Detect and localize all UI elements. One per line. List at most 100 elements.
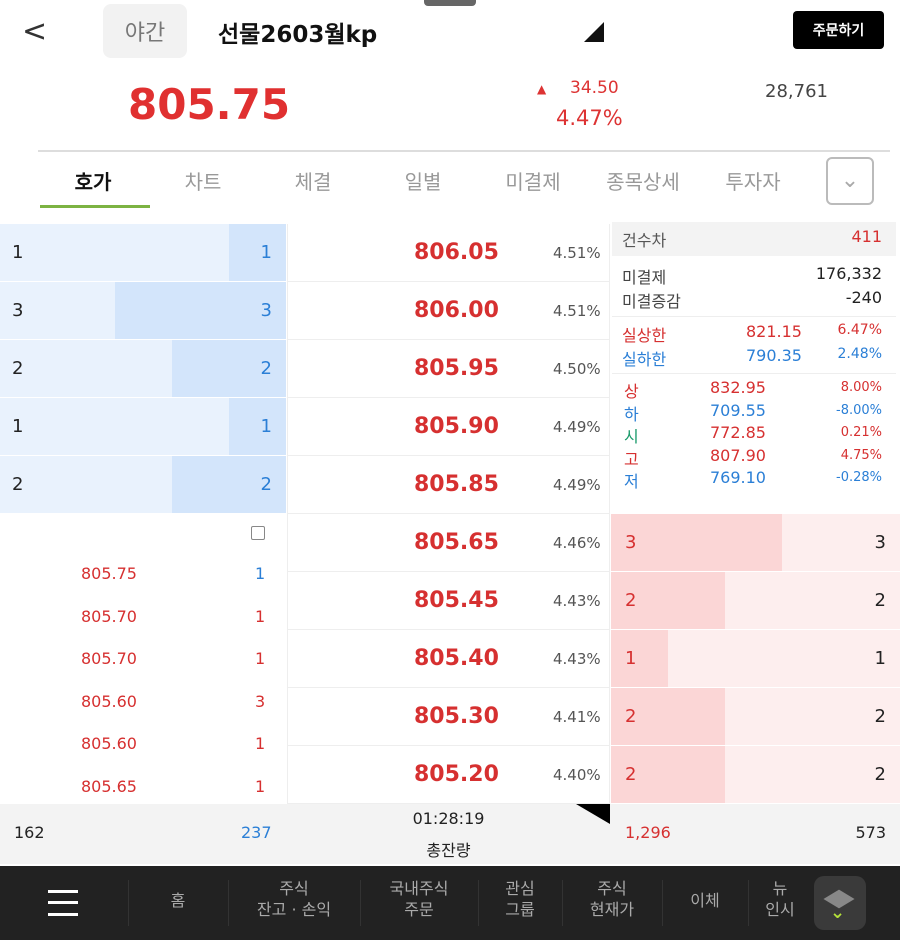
tick-price: 805.60	[81, 734, 137, 753]
ask-qty: 2	[260, 474, 272, 495]
ask-pct: 4.49%	[553, 476, 601, 494]
oi-label: 미결제	[622, 268, 667, 287]
layers-icon[interactable]: ⌄	[814, 876, 866, 930]
ask-qty-bar	[229, 224, 286, 281]
bid-price-row[interactable]: 805.20 4.40%	[288, 746, 610, 804]
bid-qty-bar	[611, 514, 782, 571]
bid-row[interactable]: 2 2	[611, 746, 900, 804]
oi-change: -240	[845, 288, 882, 307]
total-summary-bar: 162 237 01:28:19 총잔량 1,296 573	[0, 804, 900, 864]
ask-row[interactable]: 1 1	[0, 398, 286, 456]
bid-qty: 3	[625, 532, 637, 553]
time: 01:28:19	[412, 809, 485, 828]
bid-row[interactable]: 2 2	[611, 688, 900, 746]
night-session-badge[interactable]: 야간	[103, 4, 187, 58]
real-lower: 790.35	[746, 346, 802, 365]
limit-label: 시	[624, 427, 639, 446]
bid-count: 3	[874, 532, 886, 553]
order-button[interactable]: 주문하기	[793, 11, 884, 49]
bid-qty-bar	[611, 572, 726, 629]
ask-price-row[interactable]: 805.85 4.49%	[288, 456, 610, 514]
ask-qty-total: 237	[241, 823, 272, 842]
price-change: 34.50	[570, 78, 619, 98]
oi-value: 176,332	[815, 264, 882, 283]
nav-label: 관심 그룹	[505, 879, 535, 919]
dropdown-triangle-icon[interactable]	[584, 22, 604, 42]
bid-price-row[interactable]: 805.30 4.41%	[288, 688, 610, 746]
bid-price-row[interactable]: 805.65 4.46%	[288, 514, 610, 572]
bid-price: 805.30	[414, 704, 499, 729]
count-diff: 411	[851, 227, 882, 246]
tab-orderbook[interactable]: 호가	[38, 160, 150, 208]
real-upper: 821.15	[746, 322, 802, 341]
ask-row[interactable]: 2 2	[0, 456, 286, 514]
limit-label: 고	[624, 449, 639, 469]
nav-item[interactable]: 주식 잔고 · 손익	[228, 878, 360, 920]
tick-price: 805.70	[81, 649, 137, 668]
tab-trades[interactable]: 체결	[294, 170, 332, 194]
nav-item[interactable]: 이체	[662, 890, 748, 911]
nav-item[interactable]: 주식 현재가	[562, 878, 662, 920]
bid-row[interactable]: 2 2	[611, 572, 900, 630]
tab-details[interactable]: 종목상세	[606, 170, 680, 194]
bid-qty-bar	[611, 746, 726, 803]
bid-price-row[interactable]: 805.40 4.43%	[288, 630, 610, 688]
tick-price: 805.75	[81, 564, 137, 583]
ask-qty: 3	[260, 300, 272, 321]
limit-label: 하	[624, 404, 639, 424]
back-button[interactable]: <	[22, 14, 48, 49]
volume: 28,761	[765, 81, 828, 102]
tick-qty: 1	[255, 606, 266, 626]
nav-item[interactable]: 국내주식 주문	[360, 878, 478, 920]
ask-price-row[interactable]: 806.00 4.51%	[288, 282, 610, 340]
ask-price-row[interactable]: 805.95 4.50%	[288, 340, 610, 398]
tick-qty: 1	[255, 649, 266, 668]
tab-chart[interactable]: 차트	[184, 170, 222, 194]
ask-row[interactable]: 1 1	[0, 224, 286, 282]
ask-price-row[interactable]: 806.05 4.51%	[288, 224, 610, 282]
ask-pct: 4.51%	[553, 302, 601, 320]
bid-qty: 2	[625, 706, 637, 727]
bid-pct: 4.43%	[553, 592, 601, 610]
drag-handle[interactable]	[424, 0, 476, 6]
count-diff-label: 건수차	[622, 231, 667, 250]
ask-count: 2	[12, 358, 24, 379]
bid-qty: 1	[625, 648, 637, 669]
bid-row[interactable]: 3 3	[611, 514, 900, 572]
bid-pct: 4.40%	[553, 766, 601, 784]
chevron-down-icon[interactable]: ⌄	[826, 157, 874, 205]
bid-qty-total: 1,296	[625, 823, 671, 842]
bid-qty: 2	[625, 764, 637, 785]
limit-pct: -8.00%	[836, 402, 882, 418]
bid-price-row[interactable]: 805.45 4.43%	[288, 572, 610, 630]
limit-pct: 8.00%	[840, 380, 882, 395]
bid-count: 1	[874, 648, 886, 669]
nav-label: 국내주식 주문	[389, 879, 449, 919]
bottom-nav: 홈 주식 잔고 · 손익 국내주식 주문 관심 그룹 주식 현재가 이체 뉴 인시 ⌄	[0, 866, 900, 940]
instrument-title[interactable]: 선물2603월kp	[218, 22, 378, 48]
tick-qty: 1	[255, 776, 266, 796]
menu-icon[interactable]	[48, 890, 78, 916]
bid-count-total: 573	[855, 823, 886, 842]
bid-row[interactable]: 1 1	[611, 630, 900, 688]
tab-investors[interactable]: 투자자	[725, 170, 781, 194]
ask-price-row[interactable]: 805.90 4.49%	[288, 398, 610, 456]
ask-row[interactable]: 2 2	[0, 340, 286, 398]
ask-qty: 1	[260, 416, 272, 437]
nav-item[interactable]: 홈	[128, 890, 228, 911]
nav-item[interactable]: 뉴 인시	[748, 878, 812, 920]
tab-daily[interactable]: 일별	[404, 170, 442, 194]
ask-count: 1	[12, 416, 24, 437]
tab-open-interest[interactable]: 미결제	[505, 170, 561, 194]
nav-label: 이체	[690, 891, 720, 910]
bid-pct: 4.46%	[553, 534, 601, 552]
bid-count: 2	[874, 706, 886, 727]
ask-row[interactable]: 3 3	[0, 282, 286, 340]
ask-count: 1	[12, 242, 24, 263]
external-link-icon[interactable]	[251, 526, 265, 540]
ask-count: 2	[12, 474, 24, 495]
nav-item[interactable]: 관심 그룹	[478, 878, 562, 920]
ask-pct: 4.49%	[553, 418, 601, 436]
limit-value: 709.55	[710, 400, 766, 420]
ask-price: 806.00	[414, 298, 499, 323]
